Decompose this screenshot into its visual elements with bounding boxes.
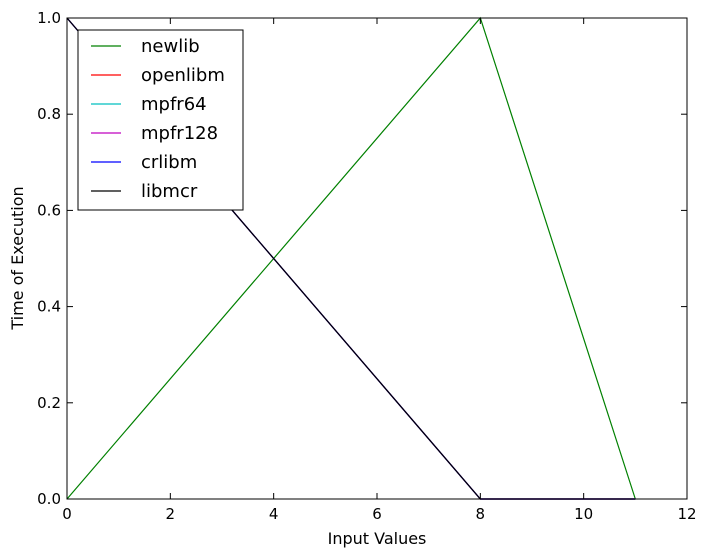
legend-label-libmcr: libmcr (141, 181, 198, 202)
y-tick-label: 0.8 (37, 105, 61, 123)
y-tick-label: 0.4 (37, 298, 61, 316)
x-tick-label: 12 (677, 505, 696, 523)
legend-label-crlibm: crlibm (141, 152, 197, 173)
y-axis-label: Time of Execution (8, 186, 27, 330)
x-tick-label: 2 (166, 505, 176, 523)
x-tick-label: 8 (476, 505, 486, 523)
legend-label-openlibm: openlibm (141, 65, 225, 86)
legend-label-newlib: newlib (141, 36, 200, 57)
x-axis-label: Input Values (328, 529, 427, 548)
legend-label-mpfr128: mpfr128 (141, 123, 218, 144)
y-tick-label: 0.2 (37, 394, 61, 412)
x-tick-label: 6 (372, 505, 382, 523)
y-tick-label: 0.0 (37, 490, 61, 508)
legend: newlib openlibm mpfr64 mpfr128 crlibm libmcr (78, 30, 243, 210)
y-tick-label: 0.6 (37, 201, 61, 219)
legend-label-mpfr64: mpfr64 (141, 94, 207, 115)
x-tick-label: 4 (269, 505, 279, 523)
x-tick-label: 10 (574, 505, 593, 523)
x-tick-label: 0 (62, 505, 72, 523)
y-tick-label: 1.0 (37, 9, 61, 27)
